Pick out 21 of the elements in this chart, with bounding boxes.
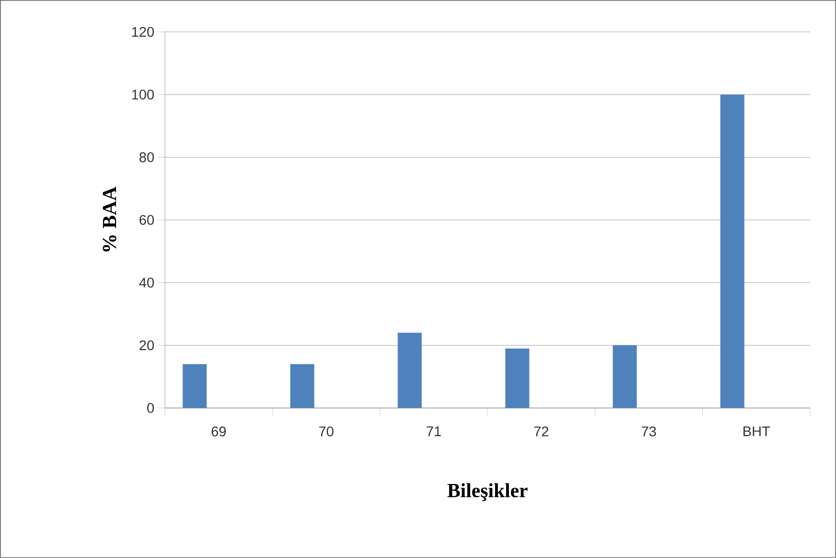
y-tick-label: 80 (140, 152, 154, 162)
bar (182, 364, 207, 408)
y-axis-title: % BAA (102, 186, 116, 252)
bar (612, 345, 637, 408)
bar (398, 332, 422, 408)
bar (290, 364, 314, 408)
bar (505, 348, 530, 408)
y-tick-label: 120 (132, 26, 154, 37)
y-tick-label: 0 (147, 403, 154, 413)
x-tick-label: 70 (319, 426, 334, 436)
y-tick-label: 60 (140, 215, 154, 225)
y-tick-label: 40 (139, 278, 154, 288)
x-tick-label: 69 (212, 426, 226, 436)
x-tick-label: 72 (534, 426, 548, 436)
y-tick-label: 20 (140, 340, 154, 350)
x-axis-title: Bileşikler (447, 483, 528, 502)
x-tick-label: BHT (744, 426, 770, 436)
x-tick-label: 73 (642, 426, 656, 436)
bar (720, 94, 744, 408)
x-tick-label: 71 (426, 426, 441, 436)
y-tick-label: 100 (132, 90, 154, 100)
